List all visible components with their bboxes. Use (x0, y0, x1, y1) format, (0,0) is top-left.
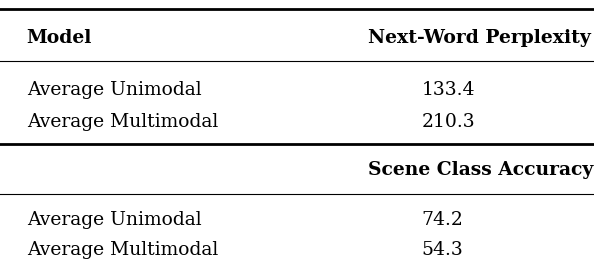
Text: 210.3: 210.3 (422, 113, 475, 131)
Text: Scene Class Accuracy (↑): Scene Class Accuracy (↑) (368, 161, 594, 179)
Text: Average Multimodal: Average Multimodal (27, 113, 218, 131)
Text: Average Multimodal: Average Multimodal (27, 240, 218, 259)
Text: 54.3: 54.3 (422, 240, 463, 259)
Text: Next-Word Perplexity (↓): Next-Word Perplexity (↓) (368, 29, 594, 47)
Text: Average Unimodal: Average Unimodal (27, 81, 201, 99)
Text: Average Unimodal: Average Unimodal (27, 211, 201, 229)
Text: 74.2: 74.2 (422, 211, 463, 229)
Text: 133.4: 133.4 (422, 81, 475, 99)
Text: Model: Model (27, 29, 92, 47)
